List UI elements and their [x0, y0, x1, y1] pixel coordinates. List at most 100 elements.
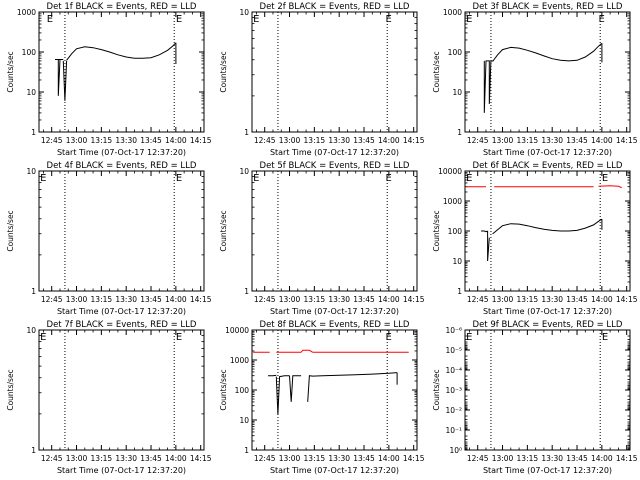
event-marker-label: E: [47, 14, 53, 25]
y-axis-label: Counts/sec: [432, 369, 441, 410]
panel-6: Det 6f BLACK = Events, RED = LLD Counts/s…: [432, 161, 638, 316]
plot-frame: [464, 170, 631, 292]
event-marker-label: E: [602, 173, 608, 184]
x-tick-label: 13:30: [328, 136, 350, 145]
events-series-line: [289, 375, 302, 402]
x-tick-label: 14:00: [165, 454, 187, 463]
plot-frame: [251, 11, 418, 133]
x-tick-label: 13:15: [517, 136, 539, 145]
events-series-line: [483, 60, 488, 113]
y-tick-label: 10: [239, 167, 249, 176]
x-tick-label: 14:00: [165, 295, 187, 304]
events-series-line: [487, 231, 490, 262]
event-marker-label: E: [466, 332, 472, 343]
panel-8: Det 8f BLACK = Events, RED = LLD Counts/s…: [219, 320, 425, 475]
y-axis-label: Counts/sec: [6, 369, 15, 410]
y-tick-label: 10000: [225, 326, 249, 335]
event-marker-label: E: [253, 173, 259, 184]
event-marker-label: E: [386, 332, 392, 343]
y-tick-label: 10⁻¹: [445, 426, 462, 435]
y-tick-label: 10000: [438, 167, 462, 176]
y-tick-label: 100: [22, 48, 37, 57]
y-tick-label: 1000: [443, 197, 462, 206]
y-axis-label: Counts/sec: [6, 51, 15, 92]
x-tick-label: 13:30: [328, 454, 350, 463]
y-axis-label: Counts/sec: [432, 51, 441, 92]
x-tick-label: 13:00: [279, 136, 301, 145]
plot-frame: [38, 329, 205, 451]
x-tick-label: 13:15: [304, 295, 326, 304]
x-axis-label: Start Time (07-Oct-17 12:37:20): [270, 307, 399, 316]
events-series-line: [487, 60, 493, 105]
x-tick-label: 12:45: [254, 295, 276, 304]
x-tick-label: 13:30: [115, 454, 137, 463]
x-tick-label: 12:45: [41, 295, 63, 304]
x-tick-label: 13:00: [492, 295, 514, 304]
events-series-line: [275, 375, 290, 415]
y-tick-label: 10: [452, 88, 462, 97]
event-marker-label: E: [253, 14, 259, 25]
y-tick-label: 1000: [443, 8, 462, 17]
x-tick-label: 12:45: [467, 454, 489, 463]
x-axis-label: Start Time (07-Oct-17 12:37:20): [57, 307, 186, 316]
y-tick-label: 10: [239, 416, 249, 425]
x-tick-label: 13:00: [66, 136, 88, 145]
x-tick-label: 13:45: [566, 136, 588, 145]
event-marker-label: E: [176, 332, 182, 343]
x-tick-label: 13:30: [115, 136, 137, 145]
x-tick-label: 13:15: [517, 454, 539, 463]
event-marker-label: E: [176, 14, 182, 25]
x-tick-label: 12:45: [467, 136, 489, 145]
x-tick-label: 12:45: [41, 454, 63, 463]
x-tick-label: 14:15: [190, 295, 212, 304]
x-tick-label: 14:00: [591, 136, 613, 145]
x-tick-label: 14:15: [616, 295, 638, 304]
x-tick-label: 14:15: [616, 454, 638, 463]
x-tick-label: 13:45: [353, 295, 375, 304]
x-axis-label: Start Time (07-Oct-17 12:37:20): [57, 466, 186, 475]
events-series-line: [492, 218, 603, 235]
x-tick-label: 13:15: [91, 295, 113, 304]
events-series-line: [307, 372, 398, 402]
y-tick-label: 1: [244, 446, 249, 455]
x-tick-label: 13:15: [91, 136, 113, 145]
x-tick-label: 13:00: [279, 295, 301, 304]
x-tick-label: 14:15: [190, 136, 212, 145]
events-series-line: [481, 230, 488, 233]
x-tick-label: 13:30: [115, 295, 137, 304]
panel-5: Det 5f BLACK = Events, RED = LLD Counts/s…: [219, 161, 425, 316]
events-series-line: [57, 59, 61, 96]
panel-title: Det 8f BLACK = Events, RED = LLD: [260, 320, 410, 330]
y-tick-label: 10⁻³: [445, 386, 462, 395]
y-tick-label: 10: [239, 8, 249, 17]
panel-title: Det 2f BLACK = Events, RED = LLD: [260, 2, 410, 12]
event-marker-label: E: [602, 332, 608, 343]
plot-frame: [251, 170, 418, 292]
y-tick-label: 10⁻²: [445, 406, 462, 415]
x-tick-label: 12:45: [254, 136, 276, 145]
y-axis-label: Counts/sec: [6, 210, 15, 251]
x-axis-label: Start Time (07-Oct-17 12:37:20): [483, 466, 612, 475]
y-tick-label: 10⁻⁴: [445, 366, 462, 375]
panel-title: Det 6f BLACK = Events, RED = LLD: [473, 161, 623, 171]
x-tick-label: 13:45: [566, 295, 588, 304]
y-tick-label: 1: [31, 128, 36, 137]
event-marker-label: E: [386, 14, 392, 25]
panel-4: Det 4f BLACK = Events, RED = LLD Counts/s…: [6, 161, 212, 316]
plot-frame: [464, 11, 631, 133]
y-tick-label: 100: [448, 227, 463, 236]
x-tick-label: 13:00: [492, 454, 514, 463]
x-tick-label: 12:45: [41, 136, 63, 145]
y-axis-label: Counts/sec: [219, 51, 228, 92]
events-series-line: [62, 60, 68, 101]
y-tick-label: 10: [26, 88, 36, 97]
x-tick-label: 13:30: [541, 295, 563, 304]
y-tick-label: 1: [244, 128, 249, 137]
panel-title: Det 4f BLACK = Events, RED = LLD: [47, 161, 197, 171]
panel-title: Det 5f BLACK = Events, RED = LLD: [260, 161, 410, 171]
y-tick-label: 1000: [230, 356, 249, 365]
panel-title: Det 9f BLACK = Events, RED = LLD: [473, 320, 623, 330]
x-axis-label: Start Time (07-Oct-17 12:37:20): [270, 466, 399, 475]
x-tick-label: 13:00: [492, 136, 514, 145]
y-tick-label: 10: [26, 167, 36, 176]
